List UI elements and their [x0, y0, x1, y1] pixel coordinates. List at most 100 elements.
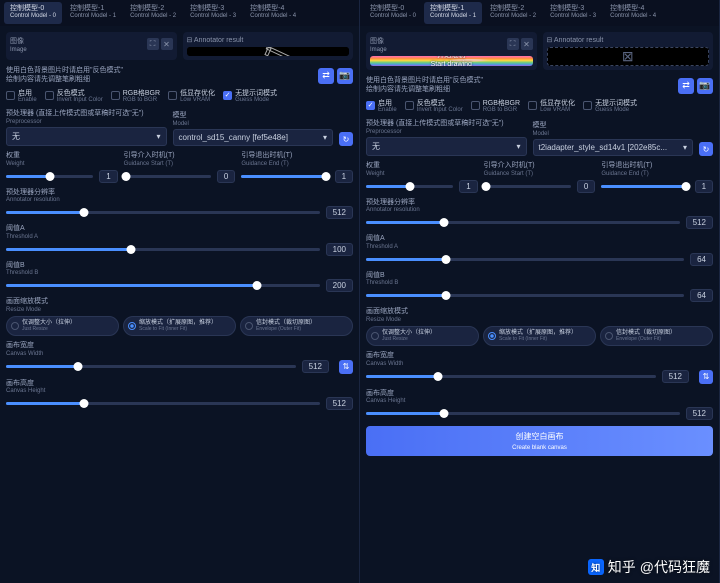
canvas-width-label: 画布宽度Canvas Width — [366, 352, 713, 367]
check-rgb-to-bgr[interactable]: RGB格BGRRGB to BGR — [111, 90, 160, 104]
guidance-start-t--slider[interactable] — [484, 185, 571, 188]
swap-dims-button[interactable]: ⇅ — [339, 360, 353, 374]
tab-control-model-2[interactable]: 控制模型-2Control Model - 2 — [124, 2, 182, 24]
resize-just-resize[interactable]: 仅调整大小（拉伸）Just Resize — [6, 316, 119, 336]
create-blank-canvas-button[interactable]: 创建空白画布Create blank canvas — [366, 426, 713, 456]
refresh-models-button[interactable]: ↻ — [699, 142, 713, 156]
guidance-end-t--slider[interactable] — [601, 185, 688, 188]
weight-label: 权重Weight — [6, 152, 118, 167]
tab-control-model-0[interactable]: 控制模型-0Control Model - 0 — [4, 2, 62, 24]
canvas-height-label: 画布高度Canvas Height — [6, 380, 353, 395]
annotator-resolution-slider[interactable] — [366, 221, 680, 224]
canvas-height-slider[interactable] — [6, 402, 320, 405]
image-label: 图像Image — [10, 36, 27, 53]
send-dims-button[interactable]: ⇄ — [678, 78, 694, 94]
annotator-resolution-value[interactable]: 512 — [326, 206, 353, 219]
canvas-height-value[interactable]: 512 — [686, 407, 713, 420]
weight-value[interactable]: 1 — [459, 180, 477, 193]
model-dropdown[interactable]: control_sd15_canny [fef5e48e]▾ — [173, 129, 334, 146]
canvas-width-value[interactable]: 512 — [302, 360, 329, 373]
tab-control-model-3[interactable]: 控制模型-3Control Model - 3 — [184, 2, 242, 24]
check-invert-input-color[interactable]: 反色模式Invert Input Color — [405, 100, 463, 114]
model-label: 模型Model — [173, 112, 334, 127]
tab-control-model-4[interactable]: 控制模型-4Control Model - 4 — [604, 2, 662, 24]
tab-control-model-2[interactable]: 控制模型-2Control Model - 2 — [484, 2, 542, 24]
guidance-start-t--slider[interactable] — [124, 175, 211, 178]
tab-control-model-4[interactable]: 控制模型-4Control Model - 4 — [244, 2, 302, 24]
left-panel: 控制模型-0Control Model - 0控制模型-1Control Mod… — [0, 0, 360, 583]
annotator-resolution-value[interactable]: 512 — [686, 216, 713, 229]
preproc-dropdown[interactable]: 无▾ — [366, 137, 527, 156]
input-image-preview[interactable]: 开始绘制Start drawing — [370, 56, 533, 66]
threshold-b-value[interactable]: 64 — [690, 289, 713, 302]
threshold-b-slider[interactable] — [6, 284, 320, 287]
check-enable[interactable]: 启用Enable — [6, 90, 37, 104]
check-invert-input-color[interactable]: 反色模式Invert Input Color — [45, 90, 103, 104]
resize-scale-to-fit-inner-fit-[interactable]: 缩放模式（扩展原图，推荐）Scale to Fit (Inner Fit) — [483, 326, 596, 346]
guidance-start-t--label: 引导介入时机(T)Guidance Start (T) — [124, 152, 236, 167]
check-guess-mode[interactable]: 无提示词模式Guess Mode — [223, 90, 277, 104]
resize-envelope-outer-fit-[interactable]: 信封模式（裁切原图）Envelope (Outer Fit) — [600, 326, 713, 346]
threshold-b-label: 阈值BThreshold B — [366, 272, 713, 287]
tab-control-model-1[interactable]: 控制模型-1Control Model - 1 — [424, 2, 482, 24]
preproc-label: 预处理器 (直接上传模式图或草稿时可选"无")Preprocessor — [366, 120, 527, 135]
model-label: 模型Model — [533, 122, 694, 137]
resize-mode-label: 画面缩放模式Resize Mode — [6, 298, 353, 313]
annotator-resolution-slider[interactable] — [6, 211, 320, 214]
annotator-label: ⊟ Annotator result — [547, 36, 604, 44]
check-low-vram[interactable]: 低显存优化Low VRAM — [528, 100, 575, 114]
camera-button[interactable]: 📷 — [697, 78, 713, 94]
maximize-icon[interactable]: ⛶ — [147, 38, 159, 50]
weight-slider[interactable] — [366, 185, 453, 188]
threshold-a-label: 阈值AThreshold A — [366, 235, 713, 250]
threshold-b-slider[interactable] — [366, 294, 684, 297]
canvas-width-value[interactable]: 512 — [662, 370, 689, 383]
refresh-models-button[interactable]: ↻ — [339, 132, 353, 146]
threshold-b-value[interactable]: 200 — [326, 279, 353, 292]
annotator-preview[interactable]: ⊠ — [547, 47, 710, 66]
resize-just-resize[interactable]: 仅调整大小（拉伸）Just Resize — [366, 326, 479, 346]
close-icon[interactable]: ✕ — [521, 38, 533, 50]
threshold-a-slider[interactable] — [6, 248, 320, 251]
send-dims-button[interactable]: ⇄ — [318, 68, 334, 84]
guidance-start-t--value[interactable]: 0 — [577, 180, 595, 193]
threshold-a-value[interactable]: 100 — [326, 243, 353, 256]
camera-button[interactable]: 📷 — [337, 68, 353, 84]
check-low-vram[interactable]: 低显存优化Low VRAM — [168, 90, 215, 104]
preproc-dropdown[interactable]: 无▾ — [6, 127, 167, 146]
usage-note: 使用白色背景图片时请启用"反色模式"绘制内容请先调整笔刷粗细 — [366, 76, 483, 94]
swap-dims-button[interactable]: ⇅ — [699, 370, 713, 384]
guidance-end-t--label: 引导退出时机(T)Guidance End (T) — [601, 162, 713, 177]
annotator-preview[interactable] — [187, 47, 350, 56]
tab-control-model-1[interactable]: 控制模型-1Control Model - 1 — [64, 2, 122, 24]
tab-control-model-3[interactable]: 控制模型-3Control Model - 3 — [544, 2, 602, 24]
canvas-width-slider[interactable] — [6, 365, 296, 368]
canvas-width-slider[interactable] — [366, 375, 656, 378]
threshold-a-slider[interactable] — [366, 258, 684, 261]
canvas-height-value[interactable]: 512 — [326, 397, 353, 410]
guidance-end-t--value[interactable]: 1 — [695, 180, 713, 193]
resize-mode-label: 画面缩放模式Resize Mode — [366, 308, 713, 323]
model-dropdown[interactable]: t2iadapter_style_sd14v1 [202e85c...▾ — [533, 139, 694, 156]
canvas-height-slider[interactable] — [366, 412, 680, 415]
threshold-a-value[interactable]: 64 — [690, 253, 713, 266]
close-icon[interactable]: ✕ — [161, 38, 173, 50]
guidance-end-t--value[interactable]: 1 — [335, 170, 353, 183]
check-guess-mode[interactable]: 无提示词模式Guess Mode — [583, 100, 637, 114]
guidance-start-t--value[interactable]: 0 — [217, 170, 235, 183]
right-panel: 控制模型-0Control Model - 0控制模型-1Control Mod… — [360, 0, 720, 583]
guidance-start-t--label: 引导介入时机(T)Guidance Start (T) — [484, 162, 596, 177]
guidance-end-t--slider[interactable] — [241, 175, 328, 178]
maximize-icon[interactable]: ⛶ — [507, 38, 519, 50]
weight-value[interactable]: 1 — [99, 170, 117, 183]
weight-slider[interactable] — [6, 175, 93, 178]
tab-control-model-0[interactable]: 控制模型-0Control Model - 0 — [364, 2, 422, 24]
check-rgb-to-bgr[interactable]: RGB格BGRRGB to BGR — [471, 100, 520, 114]
tabs: 控制模型-0Control Model - 0控制模型-1Control Mod… — [0, 0, 359, 26]
canvas-height-label: 画布高度Canvas Height — [366, 390, 713, 405]
resize-scale-to-fit-inner-fit-[interactable]: 缩放模式（扩展原图，推荐）Scale to Fit (Inner Fit) — [123, 316, 236, 336]
canvas-width-label: 画布宽度Canvas Width — [6, 342, 353, 357]
annotator-box: ⊟ Annotator result — [183, 32, 354, 60]
check-enable[interactable]: 启用Enable — [366, 100, 397, 114]
resize-envelope-outer-fit-[interactable]: 信封模式（裁切原图）Envelope (Outer Fit) — [240, 316, 353, 336]
